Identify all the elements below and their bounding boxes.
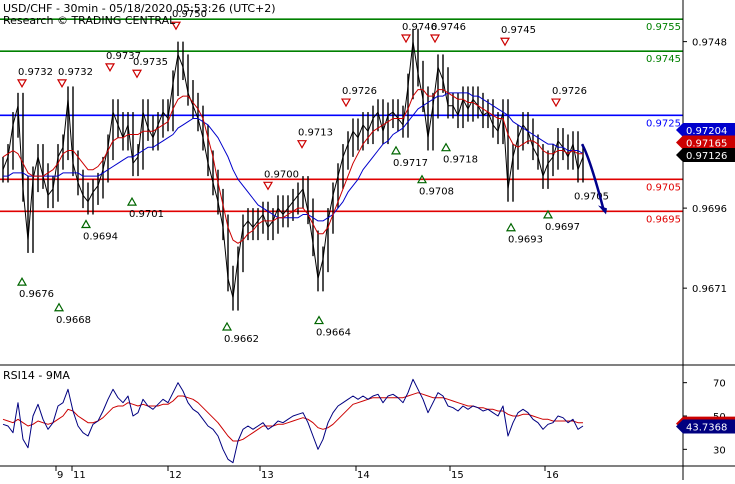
x-tick-label: 16 [546,470,559,480]
level-label: 0.9725 [646,118,681,129]
projection-arrowhead-icon [598,205,607,215]
chart-title: USD/CHF - 30min - 05/18/2020 05:53:26 (U… [3,2,276,15]
price-tag [676,122,735,137]
marker-label: 0.9718 [443,155,478,166]
price-tag [676,135,735,150]
x-tick-label: 13 [261,470,274,480]
marker-label: 0.9694 [83,232,118,243]
marker-label: 0.9700 [264,169,299,180]
y-tick-label: 0.9748 [692,38,727,49]
marker-label: 0.9693 [508,235,543,246]
y-tick-label: 0.9671 [692,284,727,295]
marker-label: 0.9701 [129,209,164,220]
resistance-marker-icon [16,79,28,89]
price-tag-label: 0.97204 [686,126,727,137]
marker-label: 0.9664 [316,328,351,339]
support-marker-icon [80,219,92,229]
marker-label: 0.9732 [18,67,53,78]
support-marker-icon [416,174,428,184]
marker-label: 0.9708 [419,187,454,198]
resistance-marker-icon [262,181,274,191]
resistance-marker-icon [499,37,511,47]
y-tick-label: 0.9696 [692,204,727,215]
marker-label: 0.9697 [545,222,580,233]
resistance-marker-icon [429,34,441,44]
x-tick-label: 11 [73,470,86,480]
projection-arrow [580,143,606,212]
marker-label: 0.9735 [133,57,168,68]
chart-subtitle: Research © TRADING CENTRAL [3,14,176,27]
level-label: 0.9695 [646,214,681,225]
price-tag [676,147,735,162]
support-marker-icon [126,196,138,206]
marker-label: 0.9746 [431,22,466,33]
support-marker-icon [53,302,65,312]
marker-label: 0.9726 [342,86,377,97]
resistance-marker-icon [340,98,352,108]
support-marker-icon [221,321,233,331]
marker-label: 0.9676 [19,289,54,300]
rsi-tag [676,419,735,434]
marker-label: 0.9746 [402,22,437,33]
marker-label: 0.9750 [172,9,207,20]
marker-label: 0.9662 [224,334,259,345]
marker-label: 0.9705 [574,191,609,202]
price-line [2,41,584,299]
resistance-marker-icon [550,98,562,108]
rsi-y-tick-label: 70 [713,379,726,390]
rsi-y-tick-label: 30 [713,445,726,456]
x-tick-label: 15 [451,470,464,480]
marker-label: 0.9717 [393,158,428,169]
resistance-marker-icon [104,63,116,73]
support-marker-icon [505,222,517,232]
ma-fast-line [2,89,583,244]
support-marker-icon [542,209,554,219]
ma-slow-line [3,92,584,222]
marker-label: 0.9726 [552,86,587,97]
resistance-marker-icon [296,140,308,149]
marker-label: 0.9668 [56,315,91,326]
support-marker-icon [390,145,402,155]
x-tick-label: 14 [357,470,370,480]
marker-label: 0.9732 [58,67,93,78]
level-label: 0.9705 [646,182,681,193]
resistance-marker-icon [56,79,68,89]
marker-label: 0.9745 [501,25,536,36]
level-label: 0.9755 [646,22,681,33]
price-tag-label: 0.97165 [686,138,727,149]
support-marker-icon [313,315,325,325]
rsi-title: RSI14 - 9MA [3,369,70,382]
rsi-tag-label: 43.7368 [686,422,727,433]
x-tick-label: 9 [57,470,63,480]
marker-label: 0.9713 [298,128,333,139]
marker-label: 0.9737 [106,51,141,62]
resistance-marker-icon [131,69,143,79]
x-tick-label: 12 [169,470,182,480]
support-marker-icon [440,142,452,152]
resistance-marker-icon [170,21,182,31]
rsi-line [2,378,584,464]
price-tag-label: 0.97126 [686,151,727,162]
level-label: 0.9745 [646,54,681,65]
resistance-marker-icon [400,34,412,44]
rsi-ma-line [2,392,583,442]
support-marker-icon [16,276,28,286]
